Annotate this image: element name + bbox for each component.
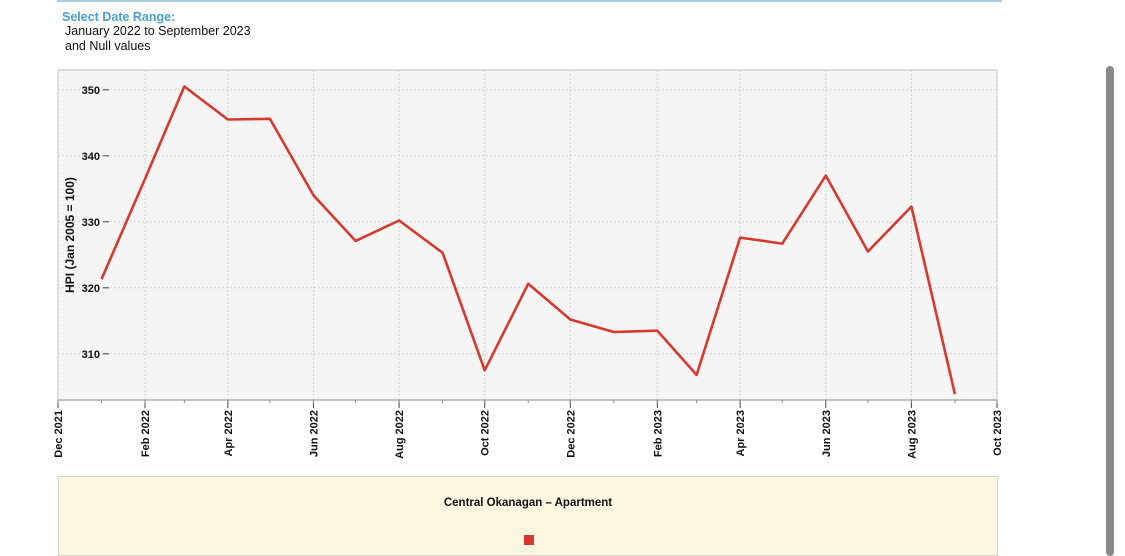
x-tick-label: Oct 2022 [480,410,492,456]
legend-title: Central Okanagan – Apartment [443,497,613,509]
x-tick-label: Apr 2022 [223,410,235,456]
x-tick-label: Dec 2021 [53,410,65,458]
legend-swatch[interactable] [524,535,534,545]
x-tick-label: Aug 2023 [906,410,918,459]
series-line [100,85,957,395]
y-tick-label: 350 [82,85,100,97]
y-tick-label: 330 [82,217,100,229]
date-range-value: January 2022 to September 2023 [65,24,251,38]
y-tick-label: 320 [82,283,100,295]
date-range-header: Select Date Range: January 2022 to Septe… [62,10,251,54]
x-tick-label: Feb 2023 [652,410,664,457]
y-tick-label: 310 [82,349,100,361]
y-tick-label: 340 [82,151,100,163]
date-range-note: and Null values [65,39,151,53]
x-tick-label: Apr 2023 [735,410,747,456]
x-tick-label: Feb 2022 [140,410,152,457]
vertical-scrollbar[interactable] [1106,66,1114,556]
plot-area [57,69,998,401]
x-tick-label: Aug 2022 [394,410,406,459]
hpi-line-chart: 310 320 330 340 350 Dec 2021 Feb 2022 Apr 2022 J… [53,69,1004,459]
x-tick-label: Jun 2022 [308,410,320,457]
top-divider [57,0,1002,2]
y-axis-label: HPI (Jan 2005 = 100) [63,177,77,293]
date-range-title: Select Date Range: [62,10,176,24]
x-tick-label: Dec 2022 [565,410,577,458]
x-tick-label: Jun 2023 [821,410,833,457]
legend-panel: Central Okanagan – Apartment [58,476,998,556]
x-tick-label: Oct 2023 [992,410,1004,456]
